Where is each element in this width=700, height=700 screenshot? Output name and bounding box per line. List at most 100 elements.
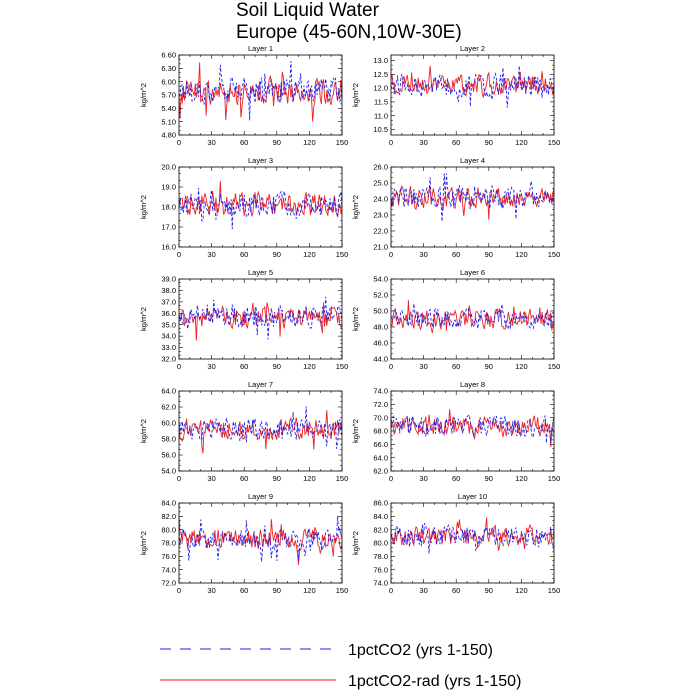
y-tick-label: 68.0 bbox=[373, 427, 388, 436]
plot-frame bbox=[390, 54, 555, 136]
series-line-1pctco2 bbox=[179, 296, 342, 340]
y-axis-label: kg/m^2 bbox=[139, 83, 148, 107]
x-tick-label: 30 bbox=[419, 362, 427, 371]
y-tick-label: 80.0 bbox=[373, 539, 388, 548]
panel-title: Layer 8 bbox=[460, 380, 485, 389]
series-line-1pctco2 bbox=[391, 413, 554, 443]
x-tick-label: 120 bbox=[303, 474, 316, 483]
x-tick-label: 90 bbox=[485, 250, 493, 259]
y-tick-label: 19.0 bbox=[161, 183, 176, 192]
y-tick-label: 70.0 bbox=[373, 413, 388, 422]
y-tick-label: 78.0 bbox=[373, 552, 388, 561]
y-axis-label: kg/m^2 bbox=[351, 307, 360, 331]
x-tick-label: 90 bbox=[485, 138, 493, 147]
series-line-1pctco2 bbox=[391, 173, 554, 222]
series-line-1pctco2-rad bbox=[179, 180, 342, 218]
y-axis-label: kg/m^2 bbox=[139, 419, 148, 443]
y-tick-label: 56.0 bbox=[161, 451, 176, 460]
y-tick-label: 46.0 bbox=[373, 339, 388, 348]
y-tick-label: 25.0 bbox=[373, 179, 388, 188]
x-tick-label: 0 bbox=[389, 250, 393, 259]
y-tick-label: 52.0 bbox=[373, 291, 388, 300]
series-line-1pctco2-rad bbox=[179, 302, 342, 341]
y-tick-label: 64.0 bbox=[161, 387, 176, 396]
x-tick-label: 60 bbox=[240, 138, 248, 147]
y-tick-label: 38.0 bbox=[161, 286, 176, 295]
x-tick-label: 120 bbox=[515, 138, 528, 147]
y-tick-label: 23.0 bbox=[373, 211, 388, 220]
y-tick-label: 84.0 bbox=[373, 512, 388, 521]
x-tick-label: 150 bbox=[336, 138, 349, 147]
y-tick-label: 6.30 bbox=[161, 64, 176, 73]
x-tick-label: 30 bbox=[419, 474, 427, 483]
y-tick-label: 62.0 bbox=[373, 467, 388, 476]
x-tick-label: 150 bbox=[336, 362, 349, 371]
y-axis-label: kg/m^2 bbox=[351, 195, 360, 219]
x-tick-label: 30 bbox=[207, 586, 215, 595]
y-axis-label: kg/m^2 bbox=[139, 531, 148, 555]
y-tick-label: 58.0 bbox=[161, 435, 176, 444]
series-line-1pctco2-rad bbox=[179, 62, 342, 122]
y-tick-label: 74.0 bbox=[373, 579, 388, 588]
y-tick-label: 32.0 bbox=[161, 355, 176, 364]
x-tick-label: 150 bbox=[548, 250, 561, 259]
chart-panel-7: Layer 7 kg/m^2 0 30 60 90 120 150 54.0 56.0 58.0 60… bbox=[139, 380, 348, 483]
x-tick-label: 150 bbox=[548, 586, 561, 595]
y-tick-label: 16.0 bbox=[161, 243, 176, 252]
legend-label-1pctco2-rad: 1pctCO2-rad (yrs 1-150) bbox=[348, 673, 521, 690]
x-tick-label: 0 bbox=[389, 586, 393, 595]
y-tick-label: 12.0 bbox=[373, 84, 388, 93]
y-axis-label: kg/m^2 bbox=[351, 531, 360, 555]
y-tick-label: 64.0 bbox=[373, 453, 388, 462]
x-tick-label: 90 bbox=[485, 362, 493, 371]
x-tick-label: 90 bbox=[273, 474, 281, 483]
x-tick-label: 0 bbox=[177, 586, 181, 595]
chart-grid: Layer 1 kg/m^2 0 30 60 90 120 150 4.80 5.10 5.40 5.… bbox=[139, 44, 561, 595]
y-tick-label: 66.0 bbox=[373, 440, 388, 449]
y-tick-label: 5.10 bbox=[161, 117, 176, 126]
series-line-1pctco2 bbox=[179, 187, 342, 230]
x-tick-label: 60 bbox=[240, 250, 248, 259]
chart-panel-4: Layer 4 kg/m^2 0 30 60 90 120 150 21.0 22.0 23.0 24… bbox=[351, 156, 560, 259]
y-tick-label: 18.0 bbox=[161, 203, 176, 212]
y-tick-label: 62.0 bbox=[161, 403, 176, 412]
series-line-1pctco2 bbox=[391, 303, 554, 330]
y-tick-label: 44.0 bbox=[373, 355, 388, 364]
y-tick-label: 10.5 bbox=[373, 125, 388, 134]
y-tick-label: 76.0 bbox=[373, 565, 388, 574]
x-tick-label: 0 bbox=[389, 138, 393, 147]
panel-title: Layer 6 bbox=[460, 268, 485, 277]
y-tick-label: 6.60 bbox=[161, 51, 176, 60]
y-tick-label: 20.0 bbox=[161, 163, 176, 172]
series-line-1pctco2 bbox=[179, 406, 342, 449]
y-axis-label: kg/m^2 bbox=[139, 307, 148, 331]
y-tick-label: 86.0 bbox=[373, 499, 388, 508]
figure-title-line1: Soil Liquid Water bbox=[236, 0, 379, 21]
y-tick-label: 50.0 bbox=[373, 307, 388, 316]
y-tick-label: 54.0 bbox=[373, 275, 388, 284]
y-tick-label: 39.0 bbox=[161, 275, 176, 284]
plot-frame bbox=[390, 502, 555, 584]
panel-title: Layer 5 bbox=[248, 268, 273, 277]
x-tick-label: 120 bbox=[515, 474, 528, 483]
x-tick-label: 90 bbox=[485, 586, 493, 595]
x-tick-label: 0 bbox=[177, 474, 181, 483]
x-tick-label: 120 bbox=[303, 586, 316, 595]
x-tick-label: 120 bbox=[303, 362, 316, 371]
x-tick-label: 30 bbox=[419, 586, 427, 595]
y-tick-label: 26.0 bbox=[373, 163, 388, 172]
series-line-1pctco2-rad bbox=[391, 409, 554, 448]
y-tick-label: 17.0 bbox=[161, 223, 176, 232]
series-line-1pctco2 bbox=[179, 61, 342, 121]
series-line-1pctco2-rad bbox=[391, 517, 554, 551]
panel-title: Layer 2 bbox=[460, 44, 485, 53]
y-tick-label: 82.0 bbox=[373, 525, 388, 534]
figure-title-line2: Europe (45-60N,10W-30E) bbox=[236, 22, 462, 43]
chart-panel-1: Layer 1 kg/m^2 0 30 60 90 120 150 4.80 5.10 5.40 5.… bbox=[139, 44, 348, 147]
chart-panel-3: Layer 3 kg/m^2 0 30 60 90 120 150 16.0 17.0 18.0 19… bbox=[139, 156, 348, 259]
x-tick-label: 30 bbox=[207, 362, 215, 371]
y-tick-label: 84.0 bbox=[161, 499, 176, 508]
y-tick-label: 24.0 bbox=[373, 195, 388, 204]
y-tick-label: 74.0 bbox=[161, 565, 176, 574]
x-tick-label: 90 bbox=[485, 474, 493, 483]
